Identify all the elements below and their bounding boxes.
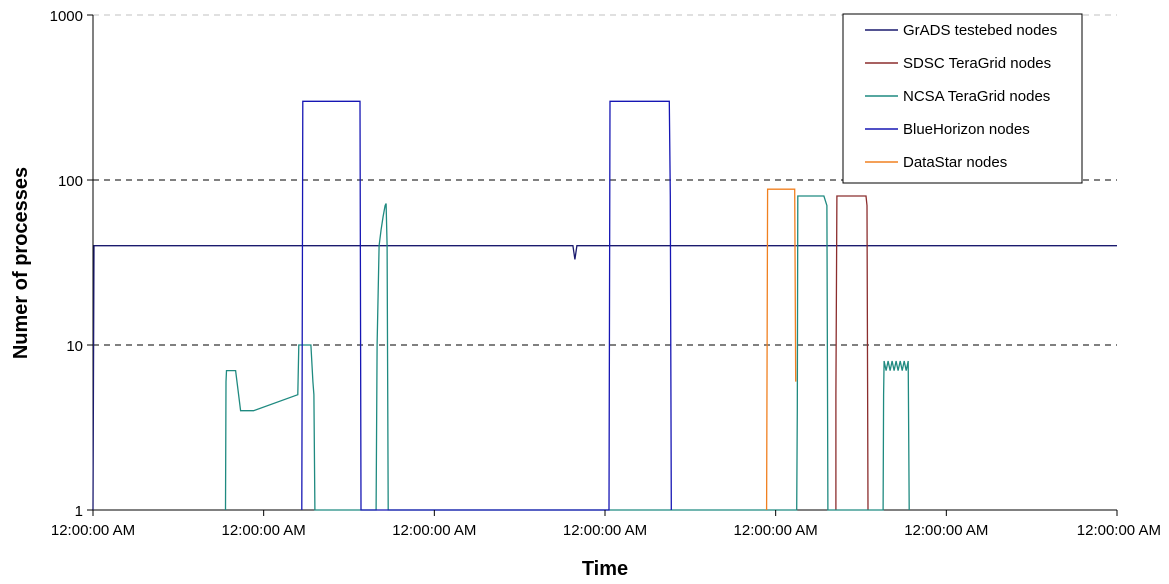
series-line-4 [765,188,797,511]
series-lines [92,100,1117,511]
y-tick-label: 1000 [50,8,83,25]
x-tick-label: 12:00:00 AM [392,522,476,539]
x-tick-label: 12:00:00 AM [734,522,818,539]
x-tick-label: 12:00:00 AM [563,522,647,539]
gridlines [93,14,1117,346]
legend-label: BlueHorizon nodes [903,121,1030,138]
legend-box [842,13,1083,184]
x-tick-label: 12:00:00 AM [222,522,306,539]
series-line-2 [224,195,910,511]
y-tick-label: 100 [58,173,83,190]
legend: GrADS testebed nodes SDSC TeraGrid nodes N… [842,13,1083,184]
legend-label: GrADS testebed nodes [903,22,1057,39]
x-tick-labels: 12:00:00 AM 12:00:00 AM 12:00:00 AM 12:00:0… [51,510,1161,539]
x-tick-label: 12:00:00 AM [904,522,988,539]
x-tick-label: 12:00:00 AM [51,522,135,539]
legend-label: DataStar nodes [903,154,1007,171]
legend-label: NCSA TeraGrid nodes [903,88,1050,105]
series-line-1 [835,195,869,511]
y-tick-label: 10 [66,338,83,355]
series-line-0 [92,245,1117,511]
y-axis-title: Numer of processes [10,167,32,359]
x-axis-title: Time [582,558,628,580]
x-tick-label: 12:00:00 AM [1077,522,1161,539]
legend-label: SDSC TeraGrid nodes [903,55,1051,72]
y-tick-label: 1 [75,503,83,520]
series-line-3 [301,100,672,511]
y-tick-labels: 1 10 100 1000 [50,8,93,520]
